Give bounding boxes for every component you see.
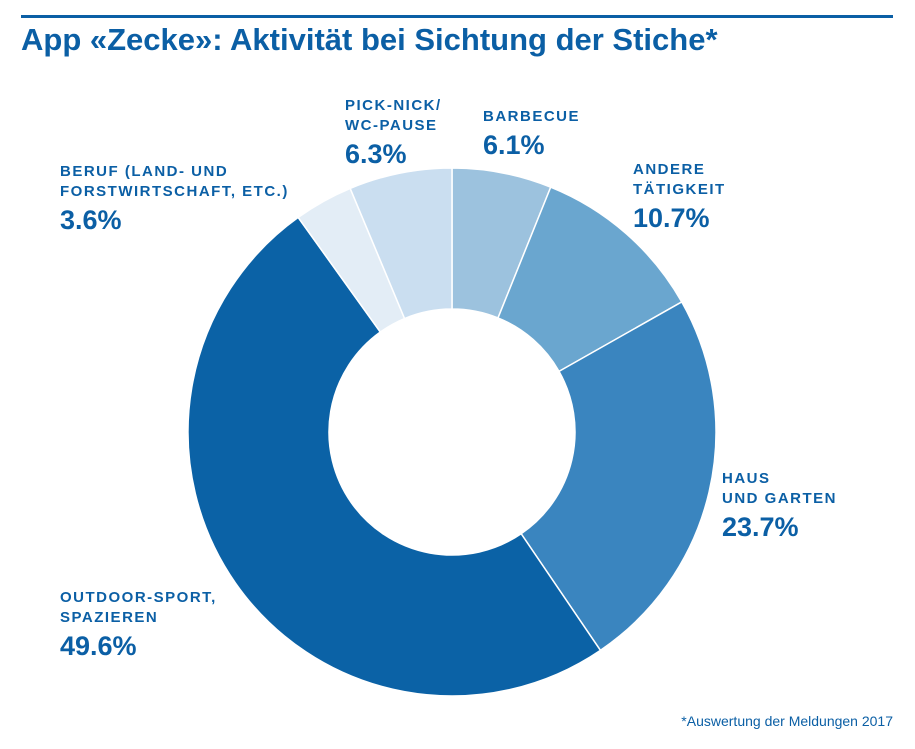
label-beruf-line-2: FORSTWIRTSCHAFT, ETC.) [60,183,289,200]
label-haus-line-2: UND GARTEN [722,490,837,507]
label-picknick-line-2: WC-PAUSE [345,117,438,134]
slice-haus-und-garten [520,300,717,652]
label-picknick-category: PICK-NICK/ WC-PAUSE [345,96,442,136]
label-andere-line-1: ANDERE [633,161,706,178]
label-andere-category: ANDERE TÄTIGKEIT [633,160,726,200]
label-picknick: PICK-NICK/ WC-PAUSE 6.3% [345,96,442,171]
label-picknick-line-1: PICK-NICK/ [345,97,442,114]
label-barbecue: BARBECUE 6.1% [483,107,580,162]
label-beruf: BERUF (LAND- UND FORSTWIRTSCHAFT, ETC.) … [60,162,289,237]
top-rule [21,15,893,18]
label-beruf-value: 3.6% [60,205,122,235]
label-haus-line-1: HAUS [722,470,771,487]
label-haus-category: HAUS UND GARTEN [722,469,837,509]
label-picknick-value: 6.3% [345,139,407,169]
slice-outdoor-sport-spazieren [187,216,602,697]
label-outdoor-line-2: SPAZIEREN [60,609,159,626]
label-andere: ANDERE TÄTIGKEIT 10.7% [633,160,726,235]
label-barbecue-category: BARBECUE [483,108,581,125]
label-outdoor: OUTDOOR-SPORT, SPAZIEREN 49.6% [60,588,217,663]
label-haus-value: 23.7% [722,512,799,542]
slice-andere-tätigkeit [497,186,683,373]
label-haus: HAUS UND GARTEN 23.7% [722,469,837,544]
label-outdoor-line-1: OUTDOOR-SPORT, [60,589,217,606]
label-outdoor-category: OUTDOOR-SPORT, SPAZIEREN [60,588,217,628]
footnote: *Auswertung der Meldungen 2017 [681,713,893,729]
slice-pick-nick-wc-pause [349,167,453,320]
label-outdoor-value: 49.6% [60,631,137,661]
label-beruf-line-1: BERUF (LAND- UND [60,163,229,180]
label-beruf-category: BERUF (LAND- UND FORSTWIRTSCHAFT, ETC.) [60,162,289,202]
label-andere-value: 10.7% [633,203,710,233]
label-barbecue-value: 6.1% [483,130,545,160]
chart-title: App «Zecke»: Aktivität bei Sichtung der … [21,22,718,57]
label-andere-line-2: TÄTIGKEIT [633,181,726,198]
